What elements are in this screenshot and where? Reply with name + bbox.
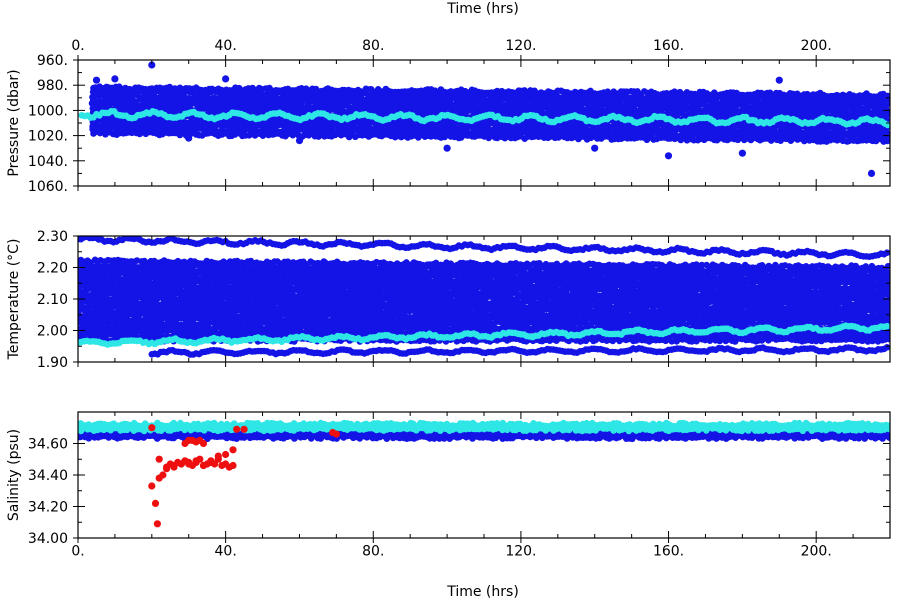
data-point	[295, 137, 304, 145]
x-tick-label: 160.	[653, 38, 684, 54]
series-2	[92, 61, 876, 177]
data-point	[591, 144, 599, 152]
pressure-panel: 0. 40. 80. 120. 160. 200. 960. 980. 1000. 1020. 10…	[6, 38, 891, 195]
y-tick-label: 980.	[37, 78, 68, 94]
x-tick-label: 120.	[505, 38, 536, 54]
data-point	[443, 144, 451, 152]
data-point	[427, 133, 435, 140]
y-tick-label: 960.	[37, 53, 68, 69]
data-point	[222, 75, 230, 83]
x-ticks	[77, 55, 891, 191]
bottom-x-axis-title: Time (hrs)	[446, 584, 519, 600]
data-point	[148, 61, 156, 69]
y-tick-label: 1040.	[28, 154, 68, 170]
data-point	[111, 75, 119, 83]
data-points	[78, 61, 890, 177]
data-point	[775, 76, 783, 84]
x-tick-label: 40.	[215, 38, 237, 54]
data-point	[884, 137, 890, 145]
x-tick-label: 80.	[362, 38, 384, 54]
data-point	[883, 111, 890, 119]
y-ticks	[73, 59, 890, 187]
x-tick-label: 0.	[71, 38, 84, 54]
y-tick-label: 1060.	[28, 179, 68, 195]
data-point	[185, 134, 193, 142]
data-point	[664, 152, 673, 160]
data-point	[867, 169, 876, 177]
series-1	[78, 108, 890, 129]
data-points	[78, 236, 890, 358]
series-0	[78, 256, 890, 345]
y-tick-label: 1000.	[28, 103, 68, 119]
data-point	[92, 76, 101, 84]
y-axis-title: Pressure (dbar)	[6, 69, 22, 176]
y-tick-label: 1020.	[28, 129, 68, 145]
data-point	[738, 149, 747, 157]
top-x-axis-title: Time (hrs)	[446, 1, 519, 17]
x-tick-label: 200.	[801, 38, 832, 54]
